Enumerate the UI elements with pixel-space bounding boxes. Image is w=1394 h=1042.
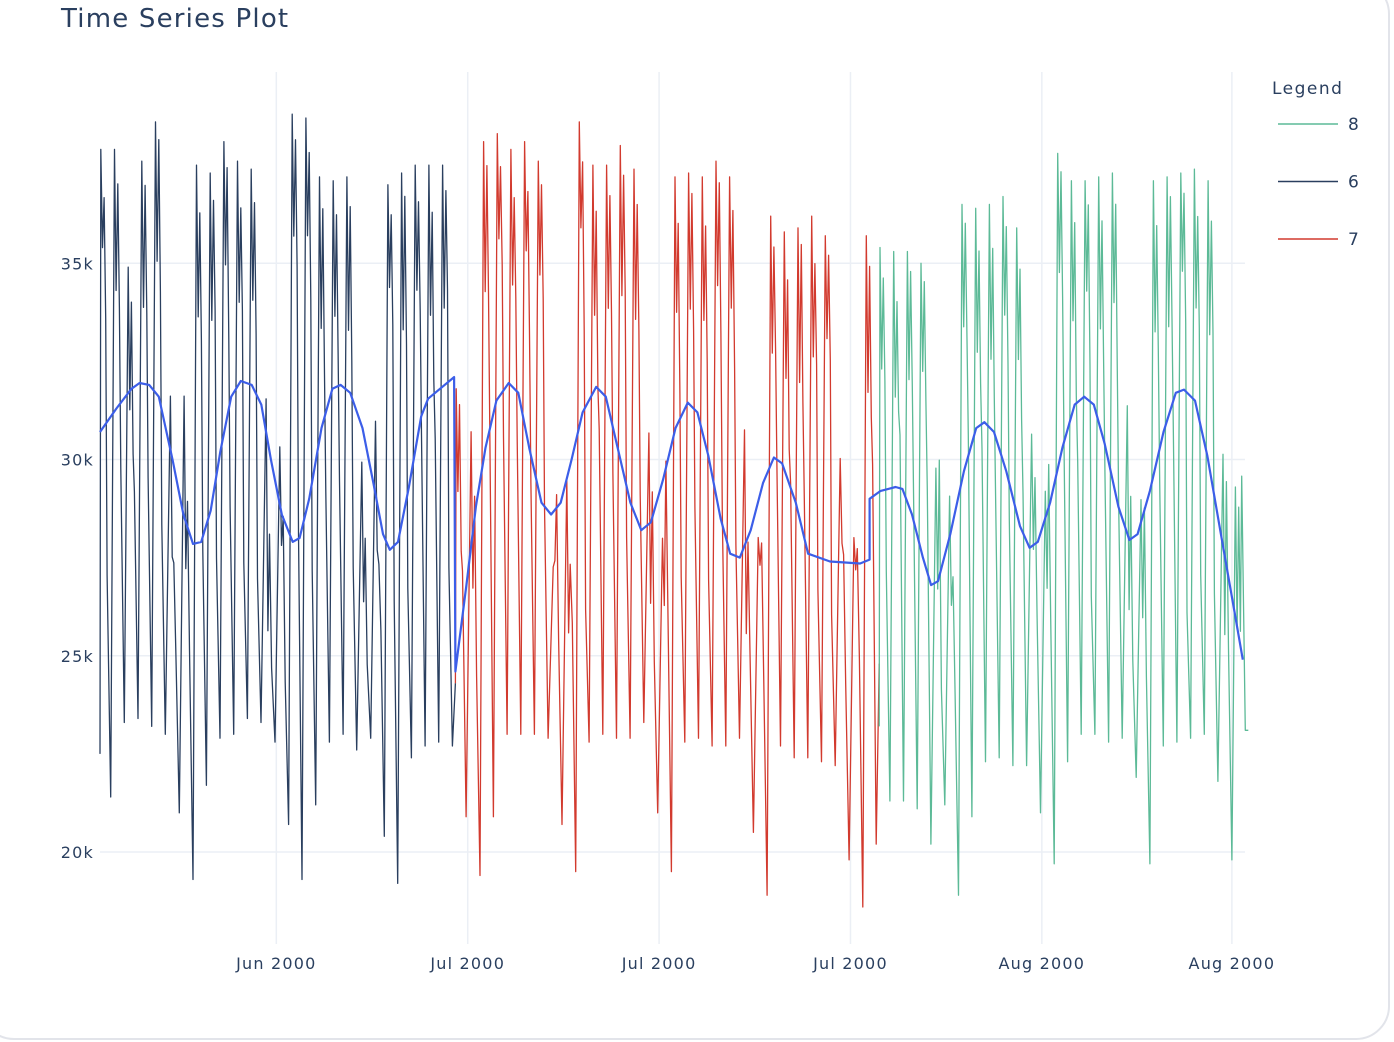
series-line-8 (878, 152, 1249, 896)
x-tick-label: Jul 2000 (429, 954, 505, 973)
rolling-mean-line (99, 376, 1244, 673)
x-axis: Jun 2000 Jul 2000 Jul 2000 Jul 2000 Aug 2000… (235, 954, 1276, 973)
series-layer (99, 113, 1249, 908)
y-tick-label: 35k (61, 254, 94, 273)
legend-label: 7 (1348, 230, 1359, 250)
legend-label: 8 (1348, 115, 1359, 135)
y-tick-label: 20k (61, 843, 94, 862)
legend-label: 6 (1348, 173, 1359, 193)
rolling-mean-layer (99, 376, 1244, 673)
legend-title: Legend (1272, 79, 1343, 99)
y-tick-label: 25k (61, 647, 94, 666)
x-tick-label: Aug 2000 (1189, 954, 1276, 973)
series-line-6 (99, 113, 457, 885)
legend-item-7[interactable]: 7 (1278, 230, 1359, 250)
x-tick-label: Jun 2000 (235, 954, 316, 973)
grid (100, 72, 1245, 944)
chart-title: Time Series Plot (61, 4, 290, 34)
x-tick-label: Jul 2000 (812, 954, 888, 973)
y-tick-label: 30k (61, 451, 94, 470)
series-line-7 (454, 121, 880, 908)
legend-item-6[interactable]: 6 (1278, 173, 1359, 193)
y-axis: 20k 25k 30k 35k (61, 254, 94, 862)
legend-item-8[interactable]: 8 (1278, 115, 1359, 135)
x-tick-label: Jul 2000 (621, 954, 697, 973)
x-tick-label: Aug 2000 (999, 954, 1086, 973)
